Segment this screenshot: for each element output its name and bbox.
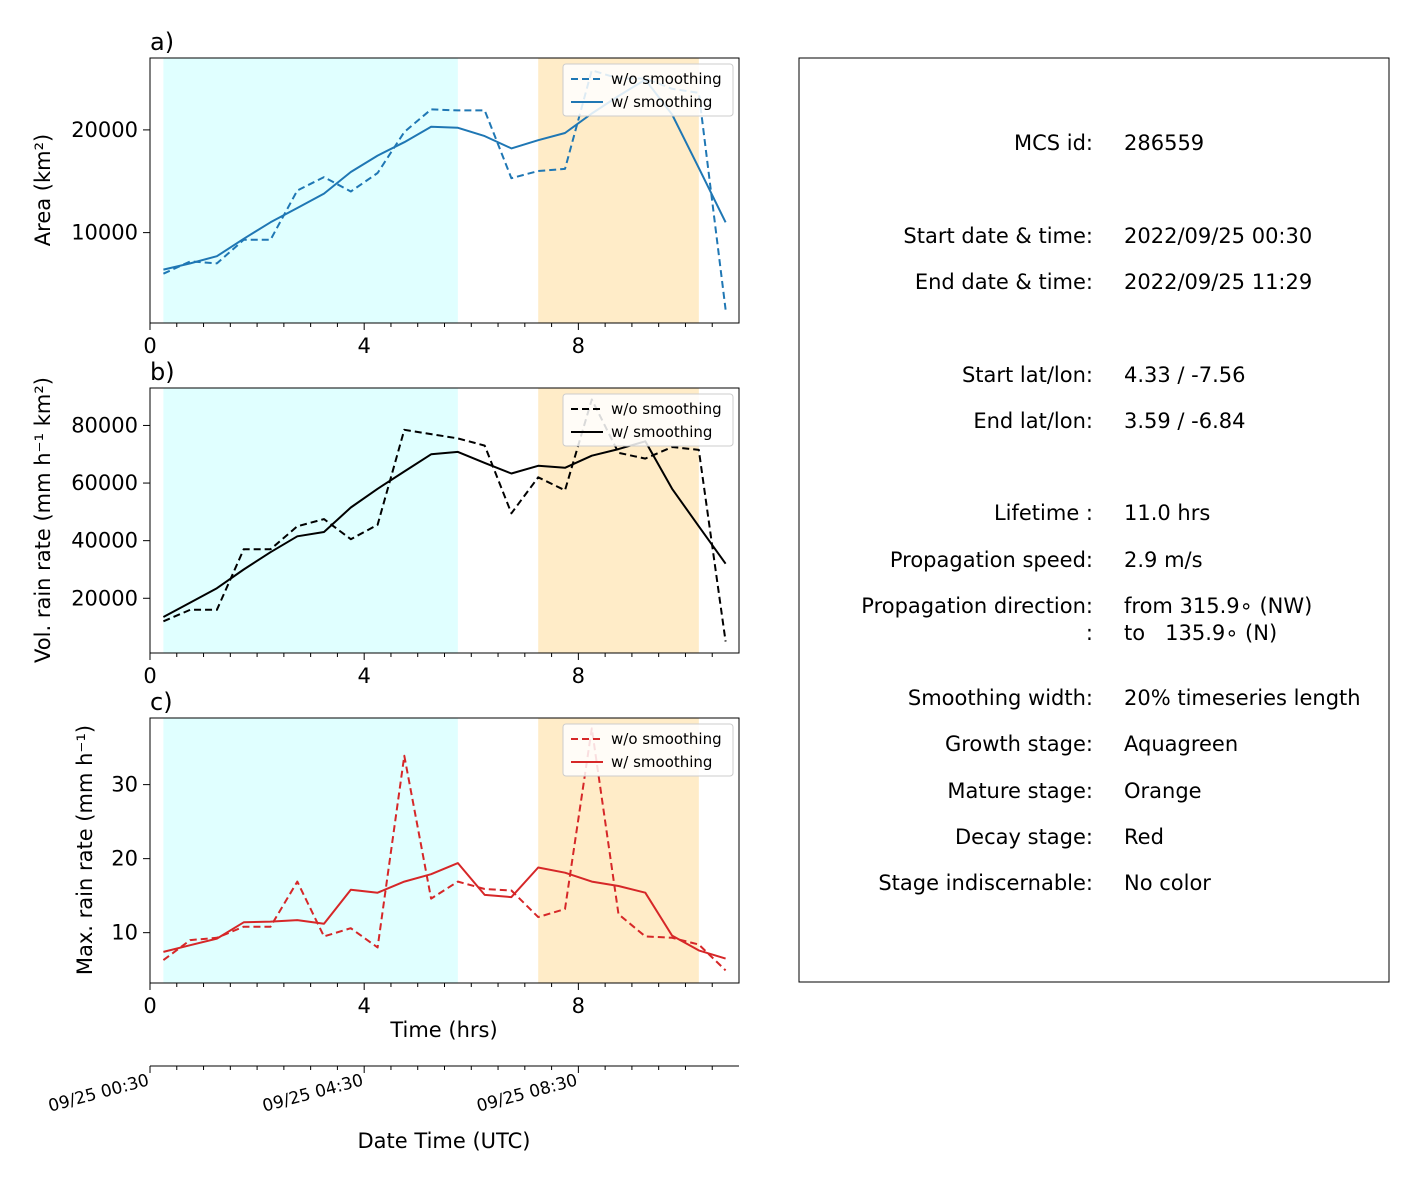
info-row-label: Lifetime : xyxy=(994,501,1093,525)
info-row-value: Red xyxy=(1124,825,1164,849)
panel-b-xtick-label: 0 xyxy=(143,664,156,688)
info-box: MCS id: 286559 Start date & time: 2022/09/2… xyxy=(798,57,1390,983)
panel-c-frame xyxy=(149,717,740,984)
datetime-axis-label: Date Time (UTC) xyxy=(358,1129,531,1153)
info-row-value: 2022/09/25 00:30 xyxy=(1124,224,1312,248)
panel-b-frame xyxy=(149,387,740,654)
panel-c-ylabel: Max. rain rate (mm h⁻¹) xyxy=(73,725,97,975)
panel-c-xtick-label: 8 xyxy=(572,994,585,1018)
panel-c-series-with-smoothing-line xyxy=(163,862,726,960)
panel-c-xlabel: Time (hrs) xyxy=(389,1018,497,1042)
info-row-value: 286559 xyxy=(1124,131,1204,155)
panel-a: 0 4 8 10000 20000 a) Area (km²) w/o smoothin… xyxy=(31,28,740,358)
panel-a-legend xyxy=(562,63,734,117)
info-row-value: Aquagreen xyxy=(1124,732,1238,756)
panel-b: 0 4 8 20000 40000 60000 80000 b) Vol. rain rat… xyxy=(31,358,740,688)
info-row-label: MCS id: xyxy=(1014,131,1093,155)
info-row-label: End lat/lon: xyxy=(973,409,1093,433)
info-row-label: Mature stage: xyxy=(947,779,1093,803)
panel-b-ytick-label: 20000 xyxy=(71,586,138,610)
info-row-value: 20% timeseries length xyxy=(1124,686,1361,710)
info-row-value: 2.9 m/s xyxy=(1124,548,1203,572)
info-row-value: Orange xyxy=(1124,779,1202,803)
panel-a-ytick-label: 20000 xyxy=(71,118,138,142)
info-row-label: Propagation direction: xyxy=(861,594,1093,618)
panel-b-xtick-label: 8 xyxy=(572,664,585,688)
panel-a-legend-entry: w/ smoothing xyxy=(611,93,712,111)
panel-b-series-without-smoothing-line xyxy=(163,398,727,642)
panel-c-xtick-label: 0 xyxy=(143,994,156,1018)
panel-c-label: c) xyxy=(150,688,173,716)
info-row-value: to 135.9∘ (N) xyxy=(1124,621,1277,645)
panel-a-growth-stage-band xyxy=(163,58,458,323)
panel-a-ytick-label: 10000 xyxy=(71,221,138,245)
panel-a-frame xyxy=(149,57,740,324)
info-row-label: Stage indiscernable: xyxy=(878,871,1093,895)
info-row-label: Decay stage: xyxy=(955,825,1093,849)
info-row-label: : xyxy=(1086,621,1093,645)
panel-b-ytick-label: 60000 xyxy=(71,471,138,495)
panel-a-label: a) xyxy=(150,28,174,56)
info-row-value: 11.0 hrs xyxy=(1124,501,1210,525)
info-row-value: No color xyxy=(1124,871,1211,895)
panel-c-ytick-label: 20 xyxy=(111,847,138,871)
panel-c-ytick-label: 30 xyxy=(111,773,138,797)
panel-a-xtick-label: 4 xyxy=(357,334,370,358)
panel-c-xtick-label: 4 xyxy=(357,994,370,1018)
panel-b-ytick-label: 80000 xyxy=(71,413,138,437)
info-row-value: from 315.9∘ (NW) xyxy=(1124,594,1312,618)
panel-c: 0 4 8 10 20 30 c) Max. rain rate (mm h⁻¹) Tim… xyxy=(73,688,740,1042)
panel-c-legend xyxy=(562,723,734,777)
panel-c-legend-entry: w/ smoothing xyxy=(611,753,712,771)
panel-b-legend-entry: w/ smoothing xyxy=(611,423,712,441)
panel-b-ylabel: Vol. rain rate (mm h⁻¹ km²) xyxy=(31,377,55,663)
panel-c-legend-entry: w/o smoothing xyxy=(611,730,722,748)
info-row-label: End date & time: xyxy=(915,270,1093,294)
panel-b-label: b) xyxy=(150,358,175,386)
info-row-value: 3.59 / -6.84 xyxy=(1124,409,1246,433)
panel-b-growth-stage-band xyxy=(163,388,458,653)
info-row-label: Start date & time: xyxy=(903,224,1093,248)
panel-b-xtick-label: 4 xyxy=(357,664,370,688)
panel-b-legend-entry: w/o smoothing xyxy=(611,400,722,418)
panel-a-legend-entry: w/o smoothing xyxy=(611,70,722,88)
info-row-label: Propagation speed: xyxy=(890,548,1093,572)
info-row-label: Growth stage: xyxy=(945,732,1093,756)
panel-c-ytick-label: 10 xyxy=(111,921,138,945)
panel-a-xtick-label: 0 xyxy=(143,334,156,358)
panel-b-ytick-label: 40000 xyxy=(71,529,138,553)
info-row-value: 4.33 / -7.56 xyxy=(1124,363,1246,387)
panel-b-legend xyxy=(562,393,734,447)
info-box-frame xyxy=(798,57,1390,983)
panel-c-series-without-smoothing-line xyxy=(162,727,727,972)
info-row-label: Start lat/lon: xyxy=(962,363,1093,387)
info-row-value: 2022/09/25 11:29 xyxy=(1124,270,1312,294)
panel-c-growth-stage-band xyxy=(163,718,458,983)
panel-a-ylabel: Area (km²) xyxy=(31,134,55,246)
panel-a-xtick-label: 8 xyxy=(572,334,585,358)
info-row-label: Smoothing width: xyxy=(908,686,1093,710)
